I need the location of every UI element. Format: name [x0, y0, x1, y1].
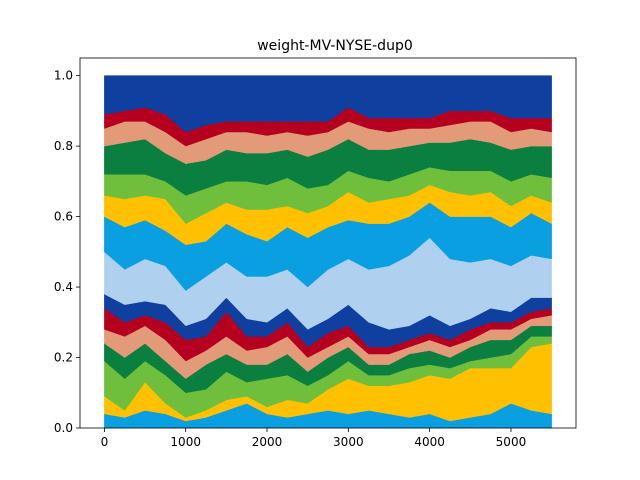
- y-tick-label: 0.6: [54, 210, 73, 224]
- y-tick-label: 1.0: [54, 69, 73, 83]
- y-axis: 0.0 0.2 0.4 0.6 0.8 1.0: [54, 69, 80, 435]
- x-tick-label: 2000: [252, 435, 283, 449]
- axes-frame: [79, 57, 577, 429]
- x-tick-label: 0: [101, 435, 109, 449]
- chart-title: weight-MV-NYSE-dup0: [257, 38, 413, 54]
- x-tick-label: 5000: [496, 435, 527, 449]
- y-tick-label: 0.2: [54, 351, 73, 365]
- plot-area: [104, 75, 552, 429]
- x-tick-label: 1000: [170, 435, 201, 449]
- x-tick-label: 3000: [333, 435, 364, 449]
- x-tick-label: 4000: [414, 435, 445, 449]
- area-series-14: [104, 75, 552, 133]
- x-axis: 0 1000 2000 3000 4000 5000: [101, 428, 527, 449]
- y-tick-label: 0.4: [54, 280, 73, 294]
- y-tick-label: 0.8: [54, 139, 73, 153]
- y-tick-label: 0.0: [54, 421, 73, 435]
